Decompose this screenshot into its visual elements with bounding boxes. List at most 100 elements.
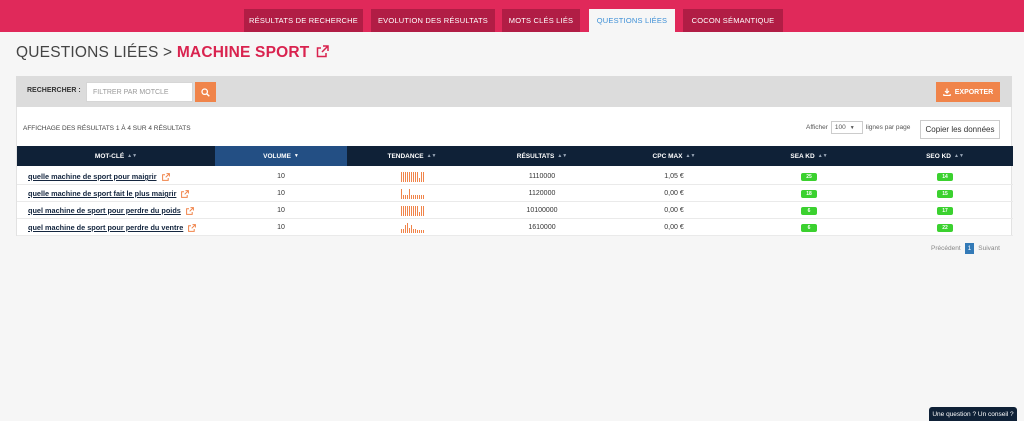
trend-bar bbox=[404, 171, 406, 182]
trend-bar bbox=[404, 205, 406, 216]
trend-bar bbox=[418, 229, 420, 233]
tab-related-questions[interactable]: Questions liées bbox=[589, 9, 675, 32]
keyword-link[interactable]: quel machine de sport pour perdre du poi… bbox=[28, 206, 181, 215]
copy-data-button[interactable]: Copier les données bbox=[920, 120, 1000, 139]
trend-bar bbox=[408, 227, 410, 233]
volume-cell: 10 bbox=[277, 173, 285, 180]
external-link-icon[interactable] bbox=[185, 206, 194, 215]
cpc-cell: 1,05 € bbox=[664, 173, 684, 180]
trend-sparkline bbox=[400, 171, 424, 182]
seo-kd-badge: 22 bbox=[937, 223, 953, 232]
trend-bar bbox=[412, 171, 414, 182]
pagination: Précédent 1 Suivant bbox=[929, 242, 1002, 254]
trend-bar bbox=[420, 205, 422, 216]
trend-bar bbox=[408, 188, 410, 199]
tab-related-keywords[interactable]: Mots clés liés bbox=[502, 9, 580, 32]
trend-bar bbox=[412, 205, 414, 216]
help-chat-button[interactable]: Une question ? Un conseil ? bbox=[929, 407, 1017, 421]
pagination-next[interactable]: Suivant bbox=[978, 244, 1000, 252]
trend-bar bbox=[400, 188, 402, 199]
column-header-volume[interactable]: Volume ▼ bbox=[215, 146, 347, 166]
trend-bar bbox=[414, 194, 416, 199]
page-length-control: Afficher 100 ▼ lignes par page bbox=[806, 121, 910, 134]
trend-bar bbox=[410, 224, 412, 233]
trend-bar bbox=[406, 222, 408, 233]
search-input[interactable] bbox=[86, 82, 193, 102]
column-header-seo-kd[interactable]: SEO KD ▲▼ bbox=[926, 152, 964, 160]
trend-bar bbox=[412, 194, 414, 199]
sort-icon: ▲▼ bbox=[954, 153, 964, 159]
length-prefix: Afficher bbox=[806, 124, 828, 131]
chevron-down-icon: ▼ bbox=[849, 124, 855, 131]
download-icon bbox=[942, 88, 951, 96]
trend-bar bbox=[418, 211, 420, 216]
volume-cell: 10 bbox=[277, 207, 285, 214]
trend-bar bbox=[418, 194, 420, 199]
trend-bar bbox=[420, 229, 422, 233]
trend-bar bbox=[416, 171, 418, 182]
external-link-icon[interactable] bbox=[316, 45, 329, 63]
tab-semantic-cocoon[interactable]: Cocon sémantique bbox=[683, 9, 783, 32]
trend-sparkline bbox=[400, 205, 424, 216]
search-button[interactable] bbox=[195, 82, 216, 102]
trend-bar bbox=[406, 205, 408, 216]
trend-bar bbox=[410, 194, 412, 199]
trend-bar bbox=[402, 228, 404, 233]
sea-kd-badge: 6 bbox=[801, 223, 817, 232]
trend-bar bbox=[422, 171, 424, 182]
trend-bar bbox=[422, 205, 424, 216]
sea-kd-badge: 18 bbox=[801, 189, 817, 198]
keyword-link[interactable]: quelle machine de sport pour maigrir bbox=[28, 172, 157, 181]
trend-bar bbox=[404, 224, 406, 233]
trend-bar bbox=[412, 228, 414, 233]
trend-bar bbox=[404, 194, 406, 199]
page-length-value: 100 bbox=[834, 124, 846, 131]
trend-bar bbox=[408, 205, 410, 216]
pagination-previous[interactable]: Précédent bbox=[931, 244, 961, 252]
keyword-link[interactable]: quel machine de sport pour perdre du ven… bbox=[28, 223, 184, 232]
trend-bar bbox=[414, 171, 416, 182]
trend-bar bbox=[402, 205, 404, 216]
cpc-cell: 0,00 € bbox=[664, 207, 684, 214]
column-header-cpc-max[interactable]: CPC max ▲▼ bbox=[652, 152, 696, 160]
external-link-icon[interactable] bbox=[188, 223, 197, 232]
tab-search-results[interactable]: Résultats de recherche bbox=[244, 9, 363, 32]
trend-bar bbox=[416, 205, 418, 216]
seo-kd-badge: 17 bbox=[937, 206, 953, 215]
table-row: quel machine de sport pour perdre du ven… bbox=[17, 219, 1013, 236]
page-length-select[interactable]: 100 ▼ bbox=[830, 121, 863, 134]
seo-kd-badge: 15 bbox=[937, 189, 953, 198]
results-panel: Affichage des résultats 1 à 4 sur 4 résu… bbox=[16, 107, 1013, 236]
sort-icon: ▲▼ bbox=[127, 153, 138, 159]
results-info: Affichage des résultats 1 à 4 sur 4 résu… bbox=[23, 125, 191, 132]
external-link-icon[interactable] bbox=[181, 189, 190, 198]
sort-icon: ▲▼ bbox=[685, 153, 696, 159]
search-icon bbox=[201, 87, 210, 97]
trend-bar bbox=[410, 205, 412, 216]
trend-bar bbox=[414, 205, 416, 216]
trend-bar bbox=[402, 171, 404, 182]
column-header-keyword[interactable]: Mot-clé ▲▼ bbox=[94, 152, 138, 160]
trend-bar bbox=[414, 228, 416, 233]
seo-kd-badge: 14 bbox=[937, 172, 953, 181]
trend-bar bbox=[408, 171, 410, 182]
trend-bar bbox=[402, 194, 404, 199]
keyword-link[interactable]: quelle machine de sport fait le plus mai… bbox=[28, 189, 177, 198]
export-button[interactable]: EXPORTER bbox=[936, 82, 1000, 102]
column-header-sea-kd[interactable]: SEA KD ▲▼ bbox=[790, 152, 828, 160]
tab-results-evolution[interactable]: Evolution des résultats bbox=[371, 9, 495, 32]
trend-sparkline bbox=[400, 188, 424, 199]
results-cell: 1120000 bbox=[528, 190, 556, 197]
table-row: quelle machine de sport pour maigrir 10 … bbox=[17, 168, 1013, 185]
sort-icon: ▲▼ bbox=[817, 153, 828, 159]
cpc-cell: 0,00 € bbox=[664, 224, 684, 231]
trend-bar bbox=[400, 205, 402, 216]
sort-desc-icon: ▼ bbox=[293, 153, 299, 159]
table-header: Mot-clé ▲▼ Volume ▼ Tendance ▲▼ Résultats ▲▼… bbox=[17, 146, 1013, 166]
trend-bar bbox=[406, 171, 408, 182]
column-header-results[interactable]: Résultats ▲▼ bbox=[516, 152, 568, 160]
column-header-trend[interactable]: Tendance ▲▼ bbox=[387, 152, 437, 160]
trend-bar bbox=[416, 229, 418, 233]
external-link-icon[interactable] bbox=[161, 172, 170, 181]
pagination-page[interactable]: 1 bbox=[964, 242, 975, 254]
